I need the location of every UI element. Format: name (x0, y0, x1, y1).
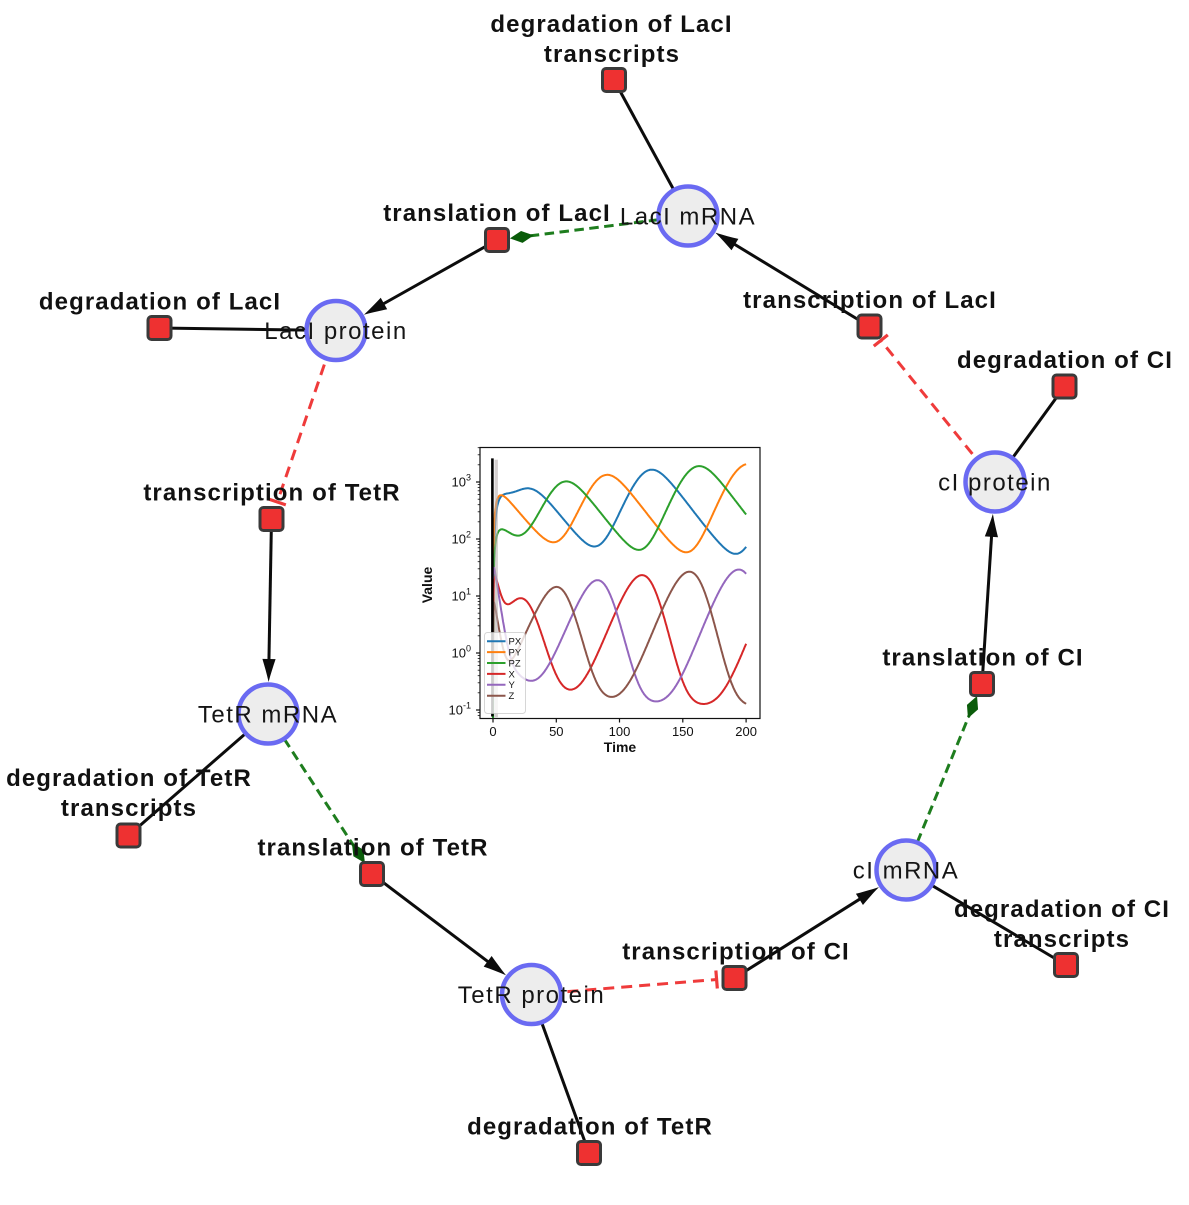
svg-text:Value: Value (419, 567, 435, 604)
svg-text:transcription of LacI: transcription of LacI (743, 287, 997, 314)
svg-text:X: X (509, 669, 516, 680)
svg-text:PZ: PZ (509, 658, 521, 669)
svg-text:translation of LacI: translation of LacI (383, 200, 611, 227)
svg-text:PX: PX (509, 637, 522, 648)
svg-text:50: 50 (549, 724, 563, 739)
svg-text:Y: Y (509, 680, 516, 691)
svg-text:degradation of LacI: degradation of LacI (490, 11, 732, 38)
svg-text:degradation of TetR: degradation of TetR (6, 765, 252, 792)
svg-text:LacI protein: LacI protein (264, 318, 407, 345)
svg-text:200: 200 (735, 724, 757, 739)
svg-text:transcription of TetR: transcription of TetR (143, 480, 400, 507)
svg-text:150: 150 (672, 724, 694, 739)
svg-text:cI protein: cI protein (938, 470, 1052, 497)
svg-text:PY: PY (509, 648, 522, 659)
svg-text:cI mRNA: cI mRNA (853, 858, 960, 885)
svg-text:translation of CI: translation of CI (882, 645, 1083, 672)
svg-text:degradation of CI: degradation of CI (954, 896, 1170, 923)
svg-text:Time: Time (604, 739, 637, 755)
svg-text:100: 100 (609, 724, 631, 739)
svg-text:degradation of TetR: degradation of TetR (467, 1114, 713, 1141)
svg-text:degradation of LacI: degradation of LacI (39, 289, 281, 316)
svg-text:0: 0 (489, 724, 496, 739)
svg-text:degradation of CI: degradation of CI (957, 347, 1173, 374)
svg-text:translation of TetR: translation of TetR (257, 835, 488, 862)
svg-text:transcription of CI: transcription of CI (622, 938, 850, 965)
svg-text:TetR mRNA: TetR mRNA (198, 702, 338, 729)
svg-text:LacI mRNA: LacI mRNA (620, 204, 756, 231)
svg-text:transcripts: transcripts (994, 926, 1130, 953)
svg-text:TetR protein: TetR protein (458, 982, 605, 1009)
svg-text:transcripts: transcripts (544, 41, 680, 68)
svg-text:transcripts: transcripts (61, 795, 197, 822)
svg-text:Z: Z (509, 691, 515, 702)
